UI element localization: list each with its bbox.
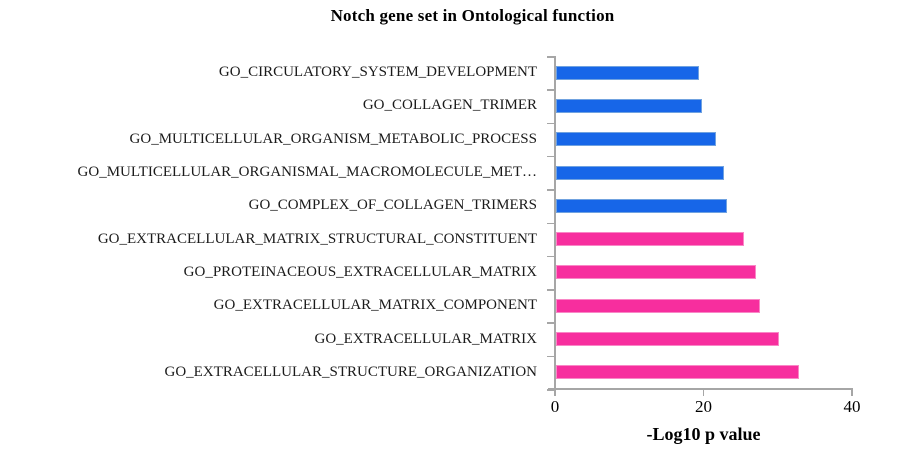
category-label: GO_CIRCULATORY_SYSTEM_DEVELOPMENT — [218, 64, 537, 81]
x-tick-label: 40 — [843, 397, 861, 416]
x-tick — [554, 389, 556, 396]
bar-extracellular-structure-organization — [556, 365, 799, 380]
x-tick-label: 0 — [550, 397, 560, 416]
category-label: GO_COMPLEX_OF_COLLAGEN_TRIMERS — [248, 197, 537, 214]
bar-extracellular-matrix — [556, 332, 779, 347]
x-tick — [702, 389, 704, 396]
bar-extracellular-matrix-component — [556, 298, 761, 313]
bar-collagen-trimer — [556, 98, 703, 113]
x-tick-label: 20 — [695, 397, 712, 416]
bar-multicellular-organism-metabolic-process — [556, 132, 717, 147]
x-tick — [851, 389, 853, 396]
bars-area — [556, 56, 852, 389]
category-label: GO_MULTICELLULAR_ORGANISMAL_MACROMOLECUL… — [77, 164, 537, 181]
bar-circulatory-system-development — [556, 65, 700, 80]
category-label: GO_EXTRACELLULAR_STRUCTURE_ORGANIZATION — [164, 363, 537, 380]
category-label: GO_PROTEINACEOUS_EXTRACELLULAR_MATRIX — [183, 263, 537, 280]
category-label: GO_EXTRACELLULAR_MATRIX — [314, 330, 538, 347]
bar-complex-of-collagen-trimers — [556, 198, 727, 213]
y-axis-line — [554, 56, 556, 393]
bar-extracellular-matrix-structural-constituent — [556, 232, 745, 247]
category-label: GO_COLLAGEN_TRIMER — [362, 97, 537, 114]
chart-title: Notch gene set in Ontological function — [330, 6, 615, 25]
x-axis-line — [548, 388, 853, 390]
bar-proteinaceous-extracellular-matrix — [556, 265, 757, 280]
category-label: GO_MULTICELLULAR_ORGANISM_METABOLIC_PROC… — [129, 130, 537, 147]
bar-multicellular-organismal-macromolecule-met — [556, 165, 724, 180]
x-axis-title: -Log10 p value — [646, 424, 761, 444]
category-label: GO_EXTRACELLULAR_MATRIX_COMPONENT — [213, 297, 537, 314]
category-axis-labels: GO_CIRCULATORY_SYSTEM_DEVELOPMENT GO_COL… — [0, 56, 546, 389]
category-label: GO_EXTRACELLULAR_MATRIX_STRUCTURAL_CONST… — [97, 230, 537, 247]
